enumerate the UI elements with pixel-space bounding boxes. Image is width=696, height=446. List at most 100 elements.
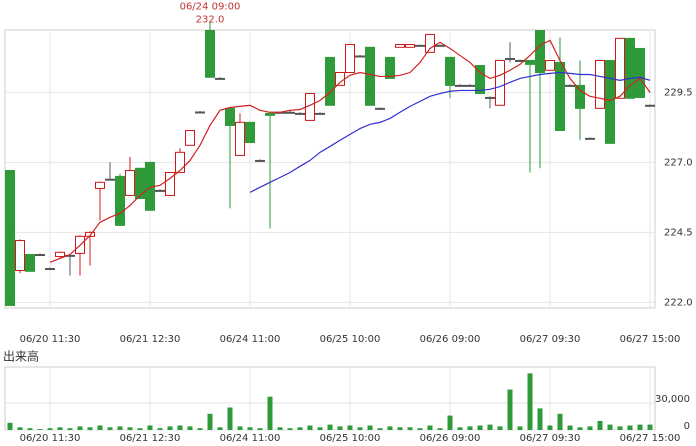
volume-bar — [467, 426, 473, 430]
candle-body — [285, 111, 295, 114]
candle-body — [615, 37, 625, 99]
candle-body — [245, 121, 255, 144]
candle-body — [295, 112, 305, 115]
volume-bar — [547, 425, 553, 430]
candle-body — [225, 107, 235, 126]
volume-bar — [567, 425, 573, 430]
volume-bar — [597, 421, 603, 430]
candle-body — [425, 33, 435, 53]
candle-body — [385, 56, 395, 79]
candle-body — [575, 84, 585, 109]
candle-body — [345, 44, 355, 74]
volume-bar — [247, 427, 253, 430]
volume-bar — [357, 427, 363, 430]
volume-x-tick-label: 06/26 09:00 — [420, 433, 481, 444]
volume-bar — [337, 426, 343, 430]
volume-title: 出来高 — [3, 349, 39, 364]
candle-body — [5, 170, 15, 306]
candle-body — [205, 30, 215, 78]
volume-bar — [407, 427, 413, 430]
candle-body — [445, 56, 455, 86]
volume-bar — [427, 425, 433, 430]
volume-bar — [507, 389, 513, 430]
candle-body — [35, 254, 45, 257]
volume-bar — [7, 422, 13, 430]
volume-bar — [637, 424, 643, 430]
volume-bar — [117, 426, 123, 430]
volume-bar — [477, 425, 483, 430]
volume-x-tick-label: 06/24 11:00 — [220, 433, 281, 444]
volume-x-tick-label: 06/21 12:30 — [120, 433, 181, 444]
candle-body — [175, 151, 185, 173]
volume-bar — [57, 427, 63, 430]
candle-body — [185, 129, 195, 146]
volume-bar — [647, 424, 653, 430]
candle-body — [585, 137, 595, 140]
volume-bar — [317, 427, 323, 430]
candle-body — [505, 58, 515, 61]
volume-bar — [627, 425, 633, 430]
candle-body — [485, 96, 495, 99]
candle-body — [395, 44, 405, 48]
candle-body — [265, 112, 275, 116]
volume-bar — [167, 426, 173, 430]
volume-bar — [277, 427, 283, 430]
candle-body — [405, 44, 415, 48]
volume-bar — [187, 426, 193, 430]
volume-bar — [237, 426, 243, 430]
volume-bar — [197, 428, 203, 430]
candle-body — [365, 46, 375, 106]
volume-bar — [147, 425, 153, 430]
candle-body — [25, 254, 35, 272]
volume-bar — [487, 424, 493, 430]
volume-bar — [307, 425, 313, 430]
candle-body — [455, 84, 465, 87]
candle-body — [495, 59, 505, 106]
volume-x-tick-label: 06/25 10:00 — [320, 433, 381, 444]
volume-bar — [437, 428, 443, 430]
volume-bar — [517, 426, 523, 430]
volume-bar — [207, 413, 213, 430]
volume-bar — [137, 428, 143, 430]
volume-bar — [587, 426, 593, 430]
candle-body — [545, 59, 555, 71]
volume-bar — [97, 425, 103, 430]
volume-bar — [297, 427, 303, 430]
x-tick-label: 06/25 10:00 — [320, 334, 381, 345]
candle-body — [555, 61, 565, 131]
candle-body — [45, 268, 55, 271]
volume-bar — [617, 426, 623, 430]
volume-bar — [327, 424, 333, 430]
candle-body — [635, 47, 645, 98]
candle-body — [465, 84, 475, 87]
x-tick-label: 06/21 12:30 — [120, 334, 181, 345]
y-tick-label: 224.5 — [664, 227, 693, 238]
volume-bar — [67, 428, 73, 430]
volume-bar — [377, 428, 383, 430]
x-tick-label: 06/27 09:30 — [520, 334, 581, 345]
volume-bar — [77, 426, 83, 430]
candle-body — [55, 251, 65, 257]
volume-bar — [347, 425, 353, 430]
candle-body — [15, 240, 25, 271]
candle-body — [535, 30, 545, 74]
volume-bar — [397, 427, 403, 430]
volume-bar — [607, 424, 613, 430]
candle-body — [125, 170, 135, 196]
volume-bar — [177, 425, 183, 430]
volume-bar — [87, 427, 93, 430]
candle-body — [645, 104, 655, 107]
volume-bar — [217, 427, 223, 430]
candle-body — [335, 72, 345, 86]
volume-bar — [127, 427, 133, 430]
candle-body — [475, 65, 485, 95]
x-tick-label: 06/24 11:00 — [220, 334, 281, 345]
volume-x-tick-label: 06/27 15:00 — [620, 433, 681, 444]
moving-average-line — [49, 39, 651, 263]
volume-bar — [527, 373, 533, 430]
moving-average-line — [249, 71, 651, 193]
volume-bar — [387, 426, 393, 430]
volume-bar — [107, 427, 113, 430]
volume-bar — [447, 415, 453, 430]
volume-bar — [227, 407, 233, 430]
